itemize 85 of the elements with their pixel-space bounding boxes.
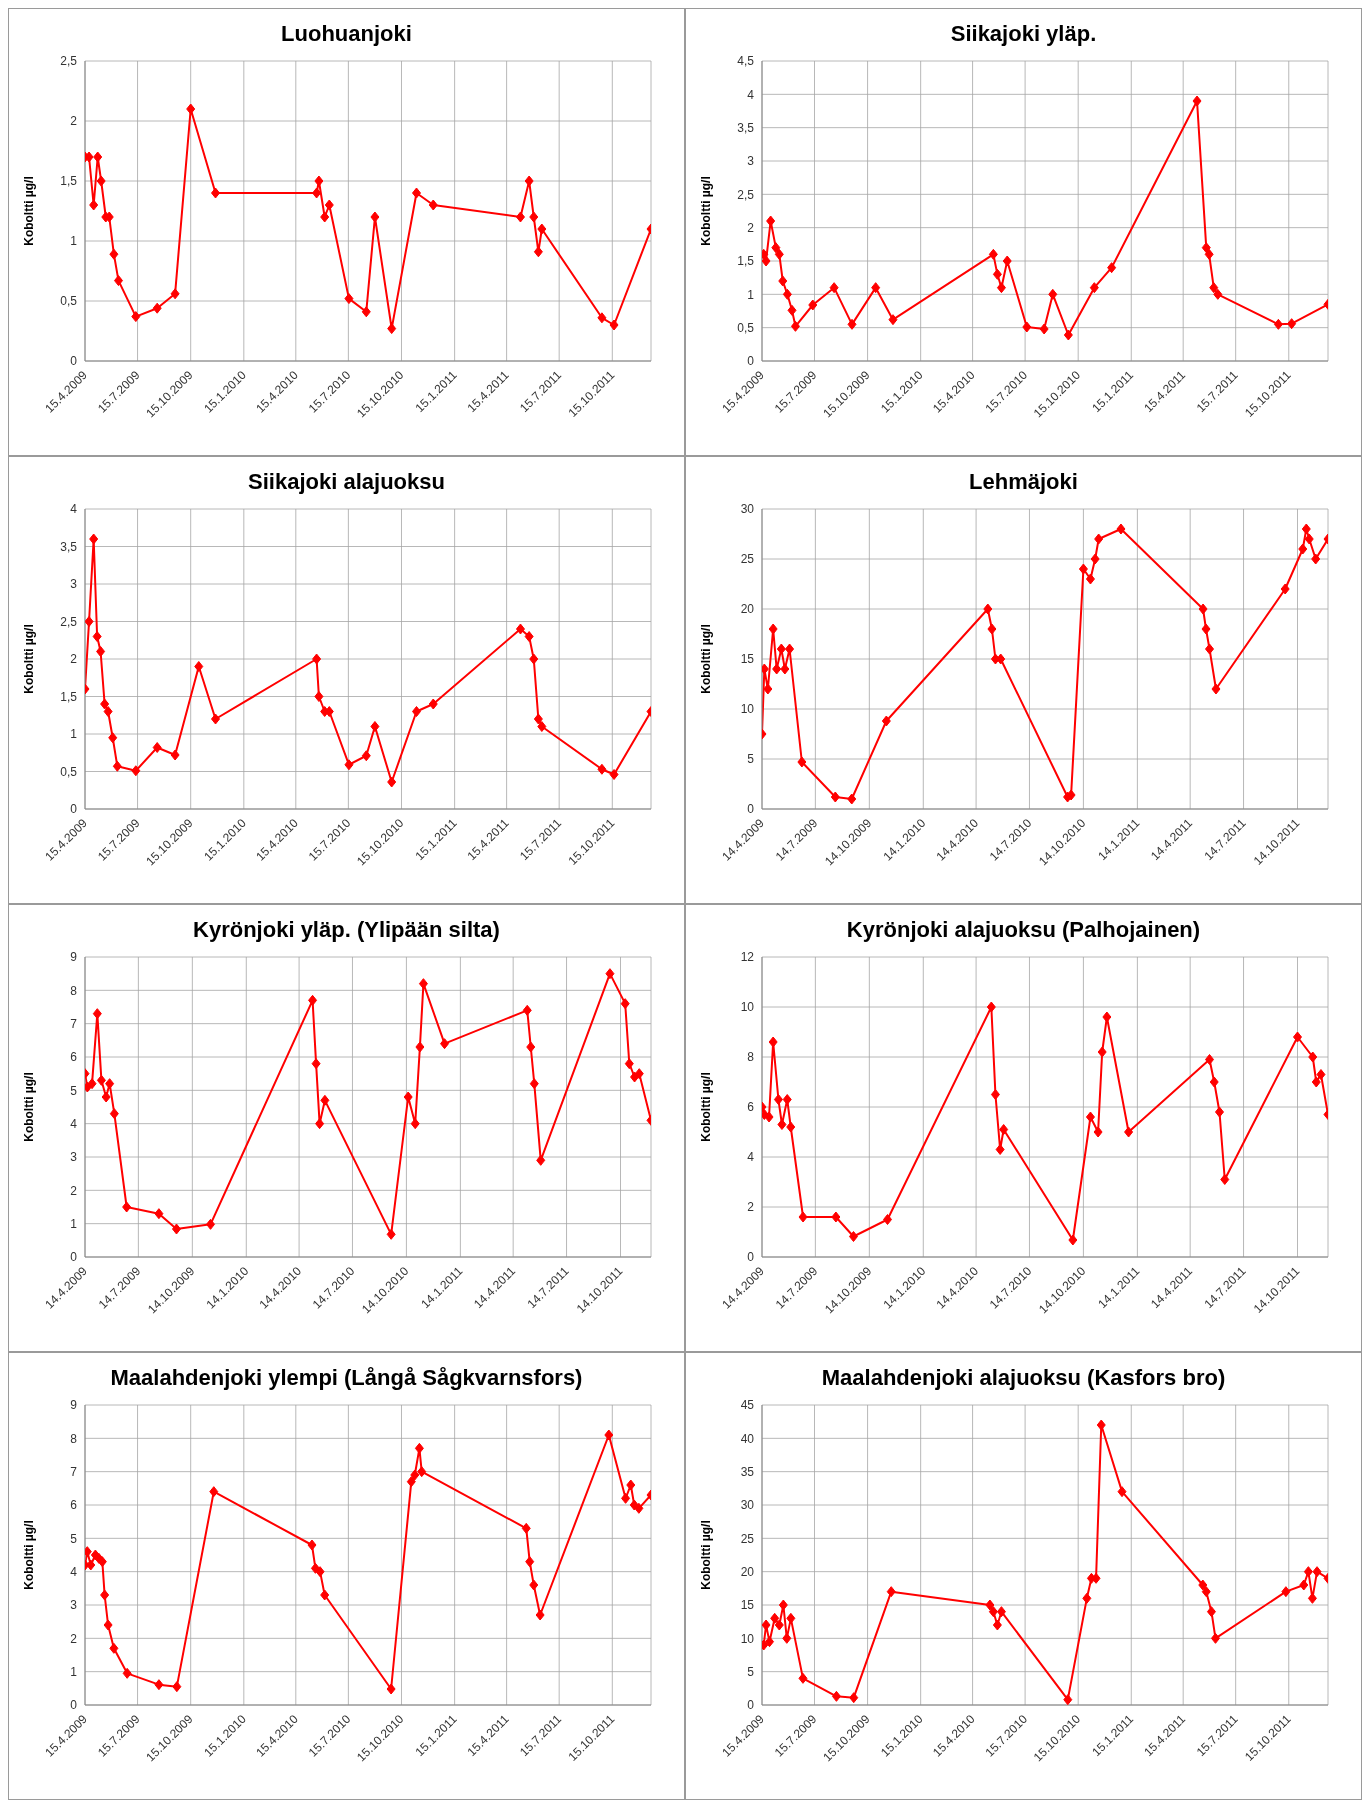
- chart-title: Maalahdenjoki alajuoksu (Kasfors bro): [820, 1364, 1227, 1392]
- y-tick-label: 0: [747, 1698, 755, 1713]
- y-tick-label: 2,5: [60, 54, 78, 69]
- y-tick-label: 8: [747, 1050, 755, 1065]
- y-tick-label: 7: [70, 1016, 78, 1031]
- y-tick-label: 1: [70, 234, 78, 249]
- y-tick-label: 9: [70, 1398, 78, 1413]
- y-axis-title: Koboltti µg/l: [22, 1072, 37, 1142]
- y-tick-label: 0: [70, 354, 78, 369]
- y-tick-label: 8: [70, 1431, 78, 1446]
- y-tick-label: 4: [747, 87, 755, 102]
- y-axis-title: Koboltti µg/l: [699, 624, 714, 694]
- y-tick-label: 15: [740, 1598, 755, 1613]
- y-axis-title: Koboltti µg/l: [699, 1072, 714, 1142]
- y-tick-label: 1: [70, 1216, 78, 1231]
- y-tick-label: 1: [70, 1664, 78, 1679]
- y-tick-label: 5: [747, 1664, 755, 1679]
- y-tick-label: 0: [747, 1250, 755, 1265]
- y-tick-label: 2: [747, 220, 755, 235]
- y-tick-label: 0: [70, 1698, 78, 1713]
- y-tick-label: 8: [70, 983, 78, 998]
- y-tick-label: 2: [70, 1631, 78, 1646]
- y-axis-title: Koboltti µg/l: [699, 176, 714, 246]
- y-axis-title: Koboltti µg/l: [22, 1520, 37, 1590]
- y-tick-label: 20: [740, 1564, 755, 1579]
- y-tick-label: 3: [70, 577, 78, 592]
- y-tick-label: 2,5: [737, 187, 755, 202]
- y-tick-label: 5: [70, 1083, 78, 1098]
- y-tick-label: 0: [70, 1250, 78, 1265]
- y-tick-label: 3: [70, 1598, 78, 1613]
- y-tick-label: 4: [70, 1116, 78, 1131]
- chart-title: Siikajoki yläp.: [949, 20, 1098, 48]
- y-tick-label: 1: [70, 727, 78, 742]
- y-tick-label: 7: [70, 1464, 78, 1479]
- y-tick-label: 25: [740, 552, 755, 567]
- y-tick-label: 25: [740, 1531, 755, 1546]
- y-tick-label: 1: [747, 287, 755, 302]
- y-tick-label: 5: [70, 1531, 78, 1546]
- y-axis-title: Koboltti µg/l: [699, 1520, 714, 1590]
- y-tick-label: 10: [740, 1631, 755, 1646]
- y-axis-title: Koboltti µg/l: [22, 624, 37, 694]
- y-tick-label: 20: [740, 602, 755, 617]
- y-tick-label: 3,5: [60, 539, 78, 554]
- y-tick-label: 30: [740, 502, 755, 517]
- y-tick-label: 2: [747, 1200, 755, 1215]
- y-tick-label: 10: [740, 702, 755, 717]
- y-tick-label: 4: [70, 1564, 78, 1579]
- y-tick-label: 10: [740, 1000, 755, 1015]
- y-tick-label: 0: [747, 354, 755, 369]
- y-tick-label: 3,5: [737, 120, 755, 135]
- y-tick-label: 12: [740, 950, 755, 965]
- y-tick-label: 0: [70, 802, 78, 817]
- y-tick-label: 6: [747, 1100, 755, 1115]
- y-tick-label: 40: [740, 1431, 755, 1446]
- y-tick-label: 0,5: [60, 294, 78, 309]
- y-tick-label: 35: [740, 1464, 755, 1479]
- y-tick-label: 0,5: [60, 764, 78, 779]
- chart-title: Siikajoki alajuoksu: [247, 468, 446, 496]
- chart-title: Lehmäjoki: [968, 468, 1079, 496]
- y-tick-label: 3: [70, 1150, 78, 1165]
- y-tick-label: 2,5: [60, 614, 78, 629]
- y-tick-label: 2: [70, 114, 78, 129]
- y-tick-label: 45: [740, 1398, 755, 1413]
- y-tick-label: 9: [70, 950, 78, 965]
- y-tick-label: 6: [70, 1050, 78, 1065]
- y-tick-label: 4: [70, 502, 78, 517]
- y-tick-label: 30: [740, 1498, 755, 1513]
- y-tick-label: 6: [70, 1498, 78, 1513]
- y-tick-label: 3: [747, 154, 755, 169]
- y-tick-label: 4,5: [737, 54, 755, 69]
- y-tick-label: 5: [747, 752, 755, 767]
- y-tick-label: 1,5: [737, 254, 755, 269]
- y-tick-label: 1,5: [60, 689, 78, 704]
- y-tick-label: 15: [740, 652, 755, 667]
- y-tick-label: 2: [70, 1183, 78, 1198]
- chart-title: Maalahdenjoki ylempi (Långå Sågkvarnsfors): [109, 1364, 584, 1392]
- y-tick-label: 1,5: [60, 174, 78, 189]
- y-tick-label: 4: [747, 1150, 755, 1165]
- chart-title: Kyrönjoki alajuoksu (Palhojainen): [845, 916, 1202, 944]
- y-axis-title: Koboltti µg/l: [22, 176, 37, 246]
- chart-title: Kyrönjoki yläp. (Ylipään silta): [192, 916, 501, 944]
- y-tick-label: 2: [70, 652, 78, 667]
- y-tick-label: 0: [747, 802, 755, 817]
- y-tick-label: 0,5: [737, 320, 755, 335]
- chart-title: Luohuanjoki: [280, 20, 413, 48]
